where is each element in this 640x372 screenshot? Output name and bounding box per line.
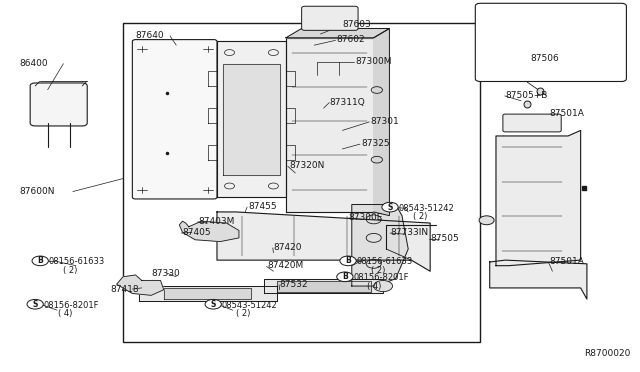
Text: 87420: 87420 — [273, 243, 302, 251]
Bar — [123, 23, 480, 341]
Polygon shape — [490, 260, 587, 299]
Polygon shape — [223, 64, 280, 175]
Polygon shape — [139, 286, 276, 301]
Text: ( 2): ( 2) — [413, 212, 428, 221]
Text: 08156-61633: 08156-61633 — [356, 257, 412, 266]
Text: 87640: 87640 — [136, 31, 164, 41]
Text: ( 4): ( 4) — [367, 282, 382, 291]
Text: 87603: 87603 — [342, 20, 371, 29]
Bar — [537, 14, 574, 64]
Polygon shape — [116, 275, 164, 295]
Circle shape — [205, 299, 221, 309]
Text: 87602: 87602 — [336, 35, 365, 44]
Text: 08156-8201F: 08156-8201F — [44, 301, 99, 310]
Text: 87300E: 87300E — [349, 213, 383, 222]
Text: 87733IN: 87733IN — [390, 228, 429, 237]
Text: 87320N: 87320N — [289, 161, 324, 170]
Polygon shape — [352, 205, 408, 286]
Polygon shape — [164, 288, 252, 299]
Polygon shape — [179, 221, 239, 241]
Text: 87501A: 87501A — [549, 257, 584, 266]
Text: 87505: 87505 — [430, 234, 459, 243]
Text: 87311Q: 87311Q — [330, 98, 365, 107]
Text: 87300M: 87300M — [355, 57, 392, 66]
Text: B: B — [345, 256, 351, 265]
Circle shape — [382, 202, 398, 212]
Text: S: S — [33, 300, 38, 309]
Text: 08543-51242: 08543-51242 — [221, 301, 277, 310]
FancyBboxPatch shape — [503, 114, 561, 132]
Text: 87405: 87405 — [182, 228, 211, 237]
Circle shape — [479, 216, 494, 225]
Text: ( 2): ( 2) — [236, 310, 250, 318]
Text: B: B — [37, 256, 43, 265]
Text: 87301: 87301 — [371, 117, 399, 126]
Text: 87501A: 87501A — [549, 109, 584, 118]
Polygon shape — [286, 38, 374, 212]
Text: 87330: 87330 — [151, 269, 180, 278]
Polygon shape — [217, 212, 430, 271]
Text: 87420M: 87420M — [267, 261, 303, 270]
Text: R8700020: R8700020 — [584, 349, 630, 358]
Text: 87532: 87532 — [280, 280, 308, 289]
FancyBboxPatch shape — [301, 6, 358, 31]
Polygon shape — [374, 29, 389, 216]
Text: S: S — [211, 300, 216, 309]
Text: 08156-8201F: 08156-8201F — [353, 273, 408, 282]
Text: 86400: 86400 — [19, 59, 48, 68]
Text: 08543-51242: 08543-51242 — [399, 204, 454, 213]
Text: 87418: 87418 — [111, 285, 139, 294]
Circle shape — [27, 299, 44, 309]
Text: 08156-61633: 08156-61633 — [49, 257, 104, 266]
FancyBboxPatch shape — [30, 83, 87, 126]
Text: ( 2): ( 2) — [371, 266, 385, 275]
Circle shape — [32, 256, 49, 266]
Polygon shape — [264, 279, 383, 294]
Polygon shape — [217, 41, 286, 197]
Bar — [496, 14, 531, 64]
Text: 87505+B: 87505+B — [506, 91, 548, 100]
Circle shape — [374, 280, 392, 292]
Text: ( 4): ( 4) — [58, 310, 73, 318]
Polygon shape — [496, 131, 580, 266]
Text: 87600N: 87600N — [19, 187, 55, 196]
Text: S: S — [387, 203, 393, 212]
Text: 87506: 87506 — [531, 54, 559, 62]
Text: B: B — [342, 272, 348, 281]
Text: 87325: 87325 — [361, 139, 390, 148]
Text: 87455: 87455 — [248, 202, 277, 211]
Polygon shape — [286, 29, 389, 38]
Text: ( 2): ( 2) — [63, 266, 78, 275]
Text: 87403M: 87403M — [198, 217, 235, 226]
FancyBboxPatch shape — [476, 3, 627, 81]
Circle shape — [337, 272, 353, 282]
Polygon shape — [276, 280, 371, 292]
Circle shape — [340, 256, 356, 266]
FancyBboxPatch shape — [132, 39, 217, 199]
